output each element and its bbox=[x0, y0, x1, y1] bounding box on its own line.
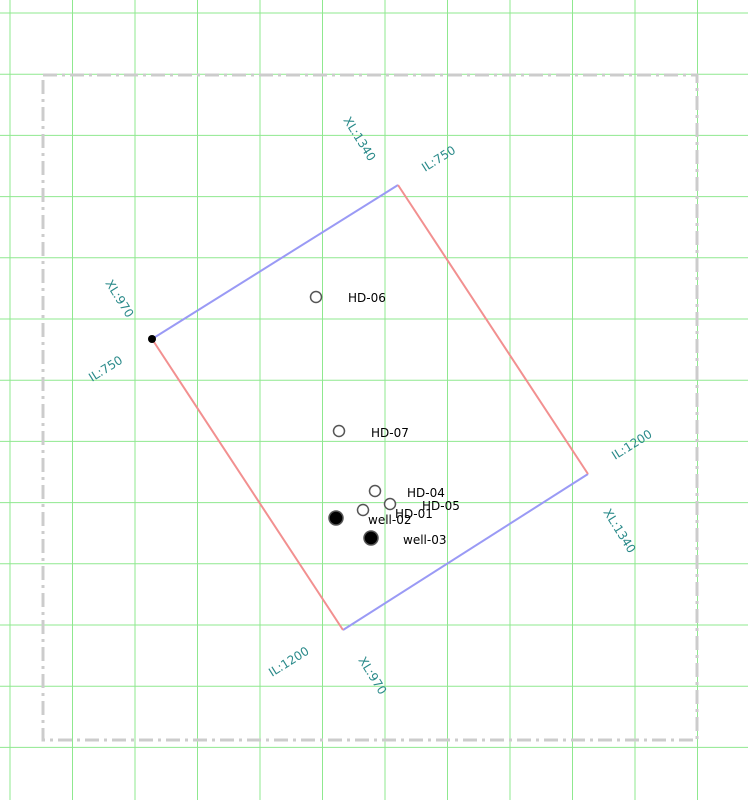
survey-label: XL:970 bbox=[102, 277, 136, 320]
well-marker bbox=[328, 510, 344, 526]
well-marker bbox=[363, 530, 379, 546]
survey-label: IL:1200 bbox=[609, 427, 654, 463]
well-label: HD-04 bbox=[407, 486, 445, 500]
survey-label: XL:970 bbox=[355, 654, 389, 697]
well-marker bbox=[332, 424, 346, 438]
inline-edge bbox=[342, 473, 589, 631]
survey-label: XL:1340 bbox=[340, 114, 378, 163]
survey-label: XL:1340 bbox=[600, 506, 638, 555]
well-marker bbox=[383, 497, 397, 511]
inline-edge bbox=[151, 184, 399, 340]
crossline-edge bbox=[151, 338, 344, 631]
well-marker bbox=[309, 290, 323, 304]
map-extent bbox=[41, 73, 699, 742]
well-marker bbox=[368, 484, 382, 498]
well-label: HD-05 bbox=[422, 499, 460, 513]
corner-point bbox=[148, 335, 156, 343]
well-label: HD-06 bbox=[348, 291, 386, 305]
well-label: well-03 bbox=[403, 533, 446, 547]
well-label: well-02 bbox=[368, 513, 411, 527]
survey-label: IL:1200 bbox=[266, 644, 311, 680]
crossline-edge bbox=[397, 184, 589, 475]
well-marker bbox=[356, 503, 370, 517]
survey-label: IL:750 bbox=[419, 143, 458, 175]
well-label: HD-07 bbox=[371, 426, 409, 440]
well-label: HD-01 bbox=[395, 507, 433, 521]
